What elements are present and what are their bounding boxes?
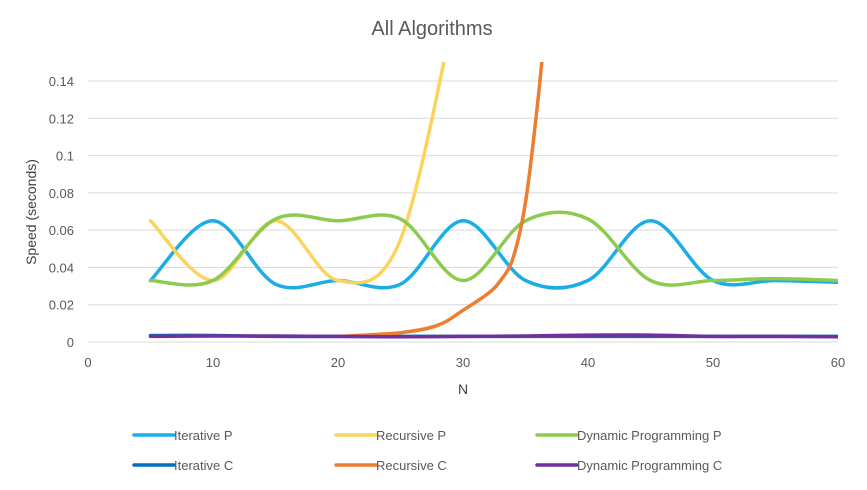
y-axis-label: Speed (seconds) xyxy=(23,159,39,265)
x-tick-label: 30 xyxy=(456,355,470,370)
y-tick-label: 0 xyxy=(67,335,74,350)
legend-item: Dynamic Programming C xyxy=(535,458,722,473)
legend-label: Recursive C xyxy=(376,458,447,473)
series-lines xyxy=(148,62,838,339)
legend-item: Iterative C xyxy=(132,458,233,473)
x-tick-label: 20 xyxy=(331,355,345,370)
legend-label: Dynamic Programming C xyxy=(577,458,722,473)
y-tick-label: 0.04 xyxy=(49,260,74,275)
y-tick-label: 0.08 xyxy=(49,186,74,201)
y-tick-label: 0.12 xyxy=(49,111,74,126)
legend-label: Dynamic Programming P xyxy=(577,428,722,443)
x-tick-label: 0 xyxy=(84,355,91,370)
legend-item: Dynamic Programming P xyxy=(535,428,722,443)
series-line-recursive-c xyxy=(336,62,544,339)
legend-item: Recursive P xyxy=(334,428,446,443)
x-tick-label: 10 xyxy=(206,355,220,370)
legend-item: Iterative P xyxy=(132,428,233,443)
x-axis-ticks: 0 10 20 30 40 50 60 xyxy=(84,355,845,370)
y-tick-label: 0.14 xyxy=(49,74,74,89)
chart-title: All Algorithms xyxy=(371,18,492,40)
x-axis-label: N xyxy=(458,381,468,397)
x-tick-label: 50 xyxy=(706,355,720,370)
legend-label: Iterative P xyxy=(174,428,233,443)
y-tick-label: 0.06 xyxy=(49,223,74,238)
legend-label: Recursive P xyxy=(376,428,446,443)
x-tick-label: 40 xyxy=(581,355,595,370)
x-tick-label: 60 xyxy=(831,355,845,370)
legend: Iterative P Recursive P Dynamic Programmin… xyxy=(132,428,722,473)
series-line-dynamic-programming-c xyxy=(148,333,838,339)
y-tick-label: 0.1 xyxy=(56,149,74,164)
y-tick-label: 0.02 xyxy=(49,298,74,313)
y-axis-ticks: 0 0.02 0.04 0.06 0.08 0.1 0.12 0.14 xyxy=(49,74,74,350)
series-line-dynamic-programming-p xyxy=(148,210,838,287)
legend-item: Recursive C xyxy=(334,458,447,473)
legend-label: Iterative C xyxy=(174,458,233,473)
gridlines xyxy=(88,80,838,306)
